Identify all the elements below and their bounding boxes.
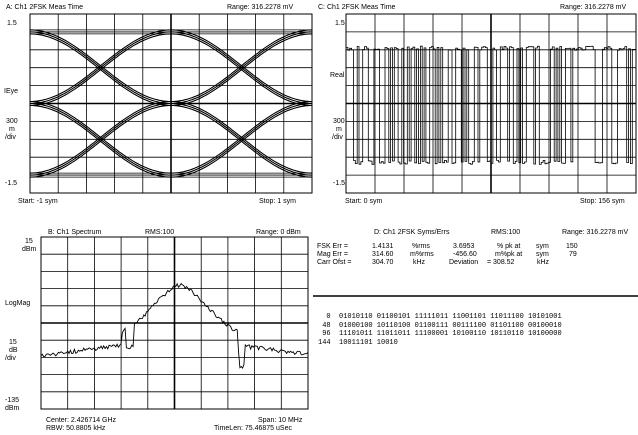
panel-a-y-top: 1.5	[7, 20, 17, 27]
metric-sym: 150	[566, 243, 578, 250]
panel-c-stop: Stop: 156 sym	[580, 198, 625, 205]
panel-a-scale-unit: m	[9, 126, 15, 133]
panel-b-rbw: RBW: 50.8805 kHz	[46, 425, 106, 432]
panel-d-title: D: Ch1 2FSK Syms/Errs	[374, 229, 450, 236]
bit-row: 144 10011101 10010	[318, 338, 398, 347]
metric-deviation-value: = 308.52	[487, 259, 515, 266]
panel-a-eye-trace	[30, 29, 312, 178]
metric-value: 304.70	[372, 259, 394, 266]
panel-b-y-top: 15	[25, 238, 33, 245]
panel-a-scale-div: /div	[5, 134, 16, 141]
panel-b-rms: RMS:100	[145, 229, 175, 236]
metric-label: Carr Ofst =	[317, 259, 352, 266]
metric-unit: kHz	[413, 259, 426, 266]
panel-b-center: Center: 2.426714 GHz	[46, 417, 117, 424]
metric-peak-unit: m%pk at	[495, 251, 523, 258]
panel-b-title: B: Ch1 Spectrum	[48, 229, 102, 236]
metric-sym: 79	[569, 251, 577, 258]
panel-c-scale-unit: m	[336, 126, 342, 133]
metric-label: Mag Err =	[317, 251, 348, 258]
panel-b-y-name: LogMag	[5, 300, 31, 307]
metric-peak-unit: % pk at	[497, 243, 521, 250]
eye-curve	[30, 102, 312, 176]
panel-c-title: C: Ch1 2FSK Meas Time	[318, 4, 396, 11]
metric-peak: 3.6953	[453, 243, 475, 250]
panel-c-start: Start: 0 sym	[345, 198, 383, 205]
panel-a-y-name: IEye	[4, 88, 19, 95]
metric-deviation-unit: kHz	[537, 259, 550, 266]
panel-a-scale-val: 300	[6, 118, 18, 125]
panel-b-scale-div: /div	[5, 355, 16, 362]
panel-b-range: Range: 0 dBm	[256, 229, 301, 236]
spectrum-trace	[40, 282, 309, 370]
metric-unit: m%rms	[410, 251, 434, 258]
metric-unit: %rms	[412, 243, 430, 250]
panel-b-y-bottom-unit: dBm	[5, 405, 20, 412]
panel-b-grid	[40, 236, 309, 410]
bit-row: 48 01000100 10110100 01100111 00111100 0…	[318, 321, 562, 330]
metric-value: 314.60	[372, 251, 394, 258]
panel-c-time-trace	[345, 45, 637, 165]
panel-b-y-top-unit: dBm	[22, 246, 37, 253]
panel-c-grid	[345, 13, 637, 194]
metric-sym-label: sym	[536, 243, 549, 250]
metric-sym-label: sym	[536, 251, 549, 258]
panel-b-scale-unit: dB	[9, 347, 18, 354]
panel-c-range: Range: 316.2278 mV	[560, 4, 627, 11]
panel-b-y-bottom: -135	[5, 397, 20, 404]
metric-peak: -456.60	[453, 251, 477, 258]
panel-d-rms: RMS:100	[491, 229, 521, 236]
panel-d-range: Range: 316.2278 mV	[562, 229, 629, 236]
panel-a-stop: Stop: 1 sym	[259, 198, 296, 205]
panel-b-span: Span: 10 MHz	[258, 417, 303, 424]
panel-c-scale-val: 300	[333, 118, 345, 125]
bit-row: 96 11101011 11011011 11100001 10100110 1…	[318, 330, 562, 338]
panel-c-y-name: Real	[330, 72, 345, 79]
panel-a-range: Range: 316.2278 mV	[227, 4, 294, 11]
bit-row: 0 01010110 01100101 11111011 11001101 11…	[318, 313, 562, 321]
panel-c-y-bottom: -1.5	[333, 180, 346, 187]
panel-a-title: A: Ch1 2FSK Meas Time	[6, 4, 84, 11]
panel-a-y-bottom: -1.5	[5, 180, 18, 187]
eye-curve	[30, 104, 312, 178]
metric-deviation-label: Deviation	[449, 259, 479, 266]
panel-b-spectrum-trace	[40, 282, 309, 370]
panel-a-start: Start: -1 sym	[18, 198, 58, 205]
panel-c-y-top: 1.5	[335, 20, 345, 27]
panel-b-timelen: TimeLen: 75.46875 uSec	[214, 425, 292, 432]
metric-label: FSK Err =	[317, 243, 348, 250]
panel-c-scale-div: /div	[332, 134, 343, 141]
metric-value: 1.4131	[372, 243, 394, 250]
panel-b-scale-val: 15	[9, 339, 17, 346]
eye-curve	[30, 100, 312, 174]
time-trace	[345, 45, 637, 165]
